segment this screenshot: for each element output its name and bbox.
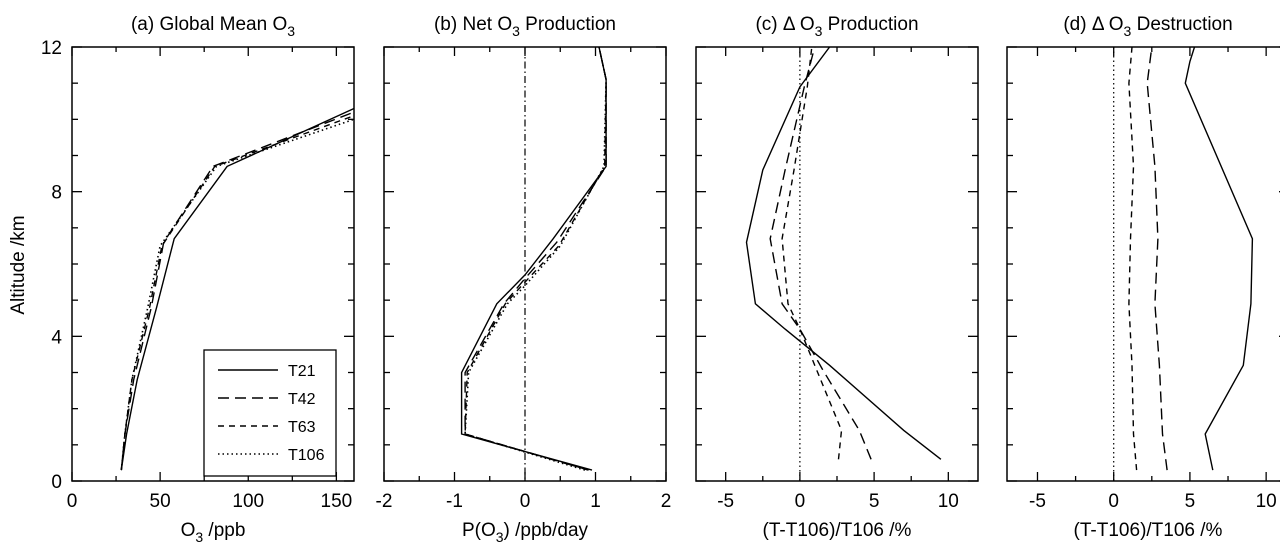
- x-axis-label-suffix: /ppb: [203, 520, 245, 541]
- x-tick-label: 0: [67, 491, 78, 512]
- panel-title-subscript: 3: [815, 23, 823, 39]
- y-axis-label: Altitude /km: [8, 215, 29, 314]
- legend: T21 T42 T63 T106: [203, 349, 337, 477]
- x-tick-label: 0: [1108, 491, 1119, 512]
- x-axis-label-subscript: 3: [195, 529, 203, 544]
- panel-title: (b) Net O3 Production: [434, 14, 616, 39]
- x-tick-label: -5: [1029, 491, 1046, 512]
- plot-frame: [695, 46, 979, 482]
- legend-label: T42: [288, 391, 316, 408]
- x-tick-label: 100: [232, 491, 264, 512]
- x-tick-label: -5: [717, 491, 734, 512]
- x-tick-label: 1: [590, 491, 601, 512]
- x-axis-label-main: (T-T106)/T106 /%: [763, 520, 912, 541]
- x-tick-label: 2: [661, 491, 672, 512]
- x-axis-label-main: O: [181, 520, 196, 541]
- panel-title: (d) Δ O3 Destruction: [1063, 14, 1232, 39]
- x-tick-label: 10: [1256, 491, 1277, 512]
- x-tick-label: 0: [795, 491, 806, 512]
- panel-title-main: (c) Δ O: [755, 14, 814, 35]
- plot-frame: [1006, 46, 1280, 482]
- x-tick-label: 5: [869, 491, 880, 512]
- x-axis-label: P(O3) /ppb/day: [462, 520, 589, 544]
- x-tick-label: 0: [520, 491, 531, 512]
- x-axis-label: O3 /ppb: [181, 520, 246, 544]
- panel-title-main: (b) Net O: [434, 14, 512, 35]
- x-axis-label: (T-T106)/T106 /%: [1074, 520, 1223, 541]
- panel-title-subscript: 3: [512, 23, 520, 39]
- series-line-t106: [120, 118, 354, 471]
- panel-title-suffix: Destruction: [1131, 14, 1232, 35]
- series-line-t42: [1146, 47, 1168, 471]
- y-tick-label: 0: [51, 472, 62, 493]
- x-tick-label: 150: [321, 491, 353, 512]
- panel-title: (c) Δ O3 Production: [755, 14, 918, 39]
- x-axis-label-main: P(O: [462, 520, 496, 541]
- panel-title-subscript: 3: [287, 23, 295, 39]
- panel-d: -5 0 5 10 (d) Δ O3 Destruction (T-T106)/T106 …: [1006, 14, 1280, 541]
- legend-label: T21: [288, 363, 316, 380]
- y-tick-label: 12: [41, 38, 62, 59]
- series-line-t21: [460, 47, 607, 471]
- panel-title-main: (d) Δ O: [1063, 14, 1123, 35]
- x-axis-label-main: (T-T106)/T106 /%: [1074, 520, 1223, 541]
- y-tick-label: 4: [51, 327, 62, 348]
- series-line-t63: [1128, 47, 1138, 471]
- y-tick-label: 8: [51, 183, 62, 204]
- series-line-t42: [769, 47, 872, 460]
- x-axis-label-subscript: 3: [496, 529, 504, 544]
- x-axis-label-suffix: ) /ppb/day: [504, 520, 589, 541]
- panel-title-subscript: 3: [1124, 23, 1132, 39]
- x-axis-label: (T-T106)/T106 /%: [763, 520, 912, 541]
- x-tick-label: -1: [446, 491, 463, 512]
- x-tick-label: 5: [1185, 491, 1196, 512]
- panel-c: -5 0 5 10 (c) Δ O3 Production (T-T106)/T106 /…: [695, 14, 979, 541]
- panel-title: (a) Global Mean O3: [131, 14, 295, 39]
- series-line-t106: [464, 47, 607, 471]
- series-line-t21: [120, 107, 354, 471]
- legend-label: T63: [288, 419, 316, 436]
- x-tick-label: 10: [938, 491, 959, 512]
- series-line-t42: [464, 47, 607, 471]
- panel-title-main: (a) Global Mean O: [131, 14, 287, 35]
- legend-box: [203, 349, 337, 477]
- series-line-t63: [781, 47, 843, 460]
- panel-title-suffix: Production: [520, 14, 616, 35]
- legend-label: T106: [288, 447, 325, 464]
- series-line-t21: [745, 47, 942, 460]
- series-line-t63: [464, 47, 607, 471]
- series-line-t21: [1184, 47, 1254, 471]
- x-tick-label: -2: [376, 491, 393, 512]
- x-tick-label: 50: [150, 491, 171, 512]
- panel-title-suffix: Production: [822, 14, 918, 35]
